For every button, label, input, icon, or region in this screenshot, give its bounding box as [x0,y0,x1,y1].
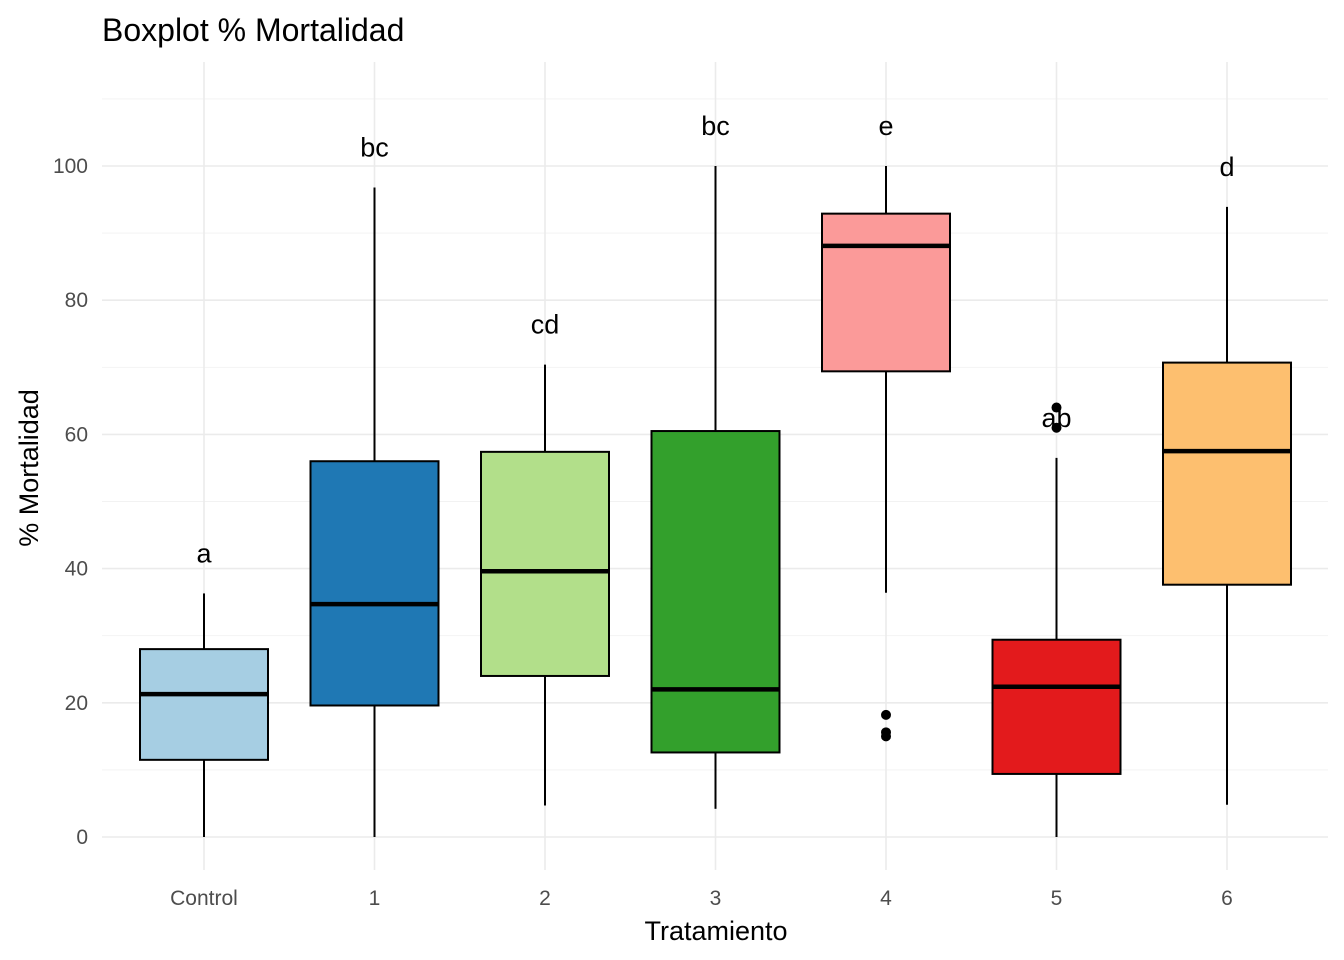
outlier-point [1051,422,1062,433]
x-tick-label: Control [170,887,238,910]
box-iqr [139,648,269,761]
chart-title: Boxplot % Mortalidad [102,12,404,48]
box-iqr [309,460,440,707]
x-axis-ticks: Control 1 2 3 4 5 6 [170,887,1233,910]
significance-letter: e [878,111,893,141]
box-4: e [821,111,951,742]
x-axis-title: Tratamiento [644,916,787,946]
y-axis-title: % Mortalidad [14,389,44,547]
y-tick-label: 100 [53,155,88,178]
x-tick-label: 4 [880,887,892,910]
y-tick-label: 20 [65,692,88,715]
x-tick-label: 1 [369,887,381,910]
outlier-point [881,731,891,742]
box-iqr [650,430,781,754]
box-1: bc [309,132,440,837]
box-Control: a [139,538,269,837]
outlier-point [881,709,891,720]
box-iqr [991,638,1122,775]
box-5: ab [991,402,1122,837]
significance-letter: bc [701,111,730,141]
x-tick-label: 3 [710,887,722,910]
outlier-point [1051,402,1062,413]
box-iqr [1162,361,1292,586]
y-axis-ticks: 0 20 40 60 80 100 [53,155,88,849]
significance-letter: bc [360,132,389,162]
box-3: bc [650,111,781,809]
box-2: cd [480,310,610,806]
significance-letter: ab [1041,403,1071,433]
y-tick-label: 40 [65,558,88,581]
significance-letter: a [196,538,212,568]
significance-letter: cd [531,310,560,340]
y-tick-label: 0 [76,826,88,849]
box-iqr [821,212,951,373]
y-tick-label: 60 [65,423,88,446]
box-6: d [1162,152,1292,805]
x-tick-label: 2 [539,887,551,910]
box-iqr [480,450,610,677]
x-tick-label: 5 [1051,887,1063,910]
y-tick-label: 80 [65,289,88,312]
significance-letter: d [1219,152,1234,182]
x-tick-label: 6 [1221,887,1233,910]
boxes: a bc cd bc e ab d [139,111,1292,837]
